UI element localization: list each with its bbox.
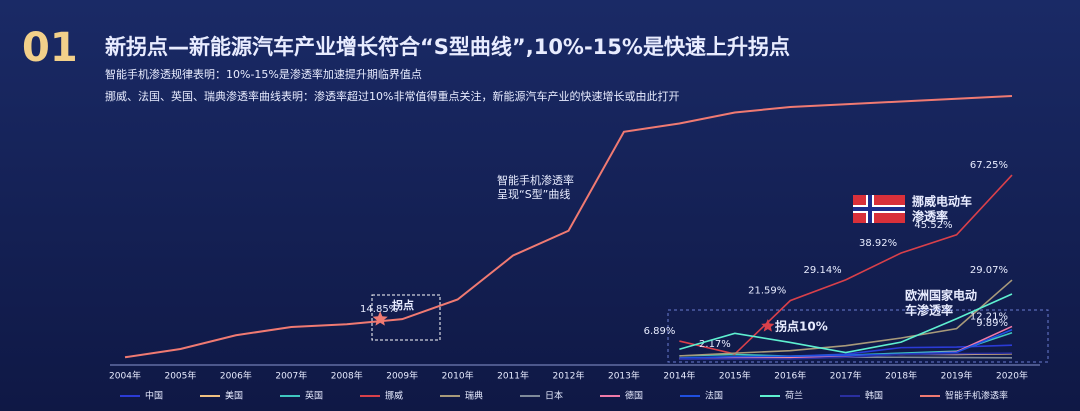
- star-marker: [372, 311, 388, 326]
- x-tick-label: 2010年: [442, 370, 474, 382]
- line: [124, 95, 1013, 359]
- line: [679, 352, 1013, 360]
- x-tick-label: 2011年: [497, 370, 529, 382]
- line: [679, 329, 1013, 359]
- annotation: 渗透率: [912, 209, 948, 224]
- norway-flag: [853, 195, 905, 223]
- annotation: 呈现“S型”曲线: [497, 187, 570, 201]
- line: [679, 293, 1013, 354]
- annotation: 挪威电动车: [912, 194, 972, 209]
- x-tick-label: 2012年: [553, 370, 585, 382]
- legend-label: 智能手机渗透率: [945, 390, 1008, 402]
- value-label: 9.89%: [976, 318, 1008, 329]
- legend-label: 瑞典: [465, 390, 483, 402]
- legend-label: 英国: [305, 390, 323, 402]
- x-tick-label: 2006年: [220, 370, 252, 382]
- legend-label: 荷兰: [785, 390, 803, 402]
- x-tick-label: 2014年: [663, 370, 695, 382]
- annotation: 拐点10%: [775, 319, 828, 334]
- legend-label: 中国: [145, 390, 163, 402]
- value-label: 29.14%: [804, 265, 842, 276]
- x-tick-label: 2009年: [386, 370, 418, 382]
- annotation: 拐点: [392, 298, 414, 312]
- legend-label: 德国: [625, 390, 643, 402]
- value-label: 45.52%: [914, 220, 952, 231]
- value-label: 6.89%: [644, 326, 676, 337]
- line: [679, 174, 1013, 355]
- value-label: 14.85%: [360, 304, 398, 315]
- section-number: 01: [22, 25, 78, 71]
- x-tick-label: 2015年: [719, 370, 751, 382]
- annotation: 车渗透率: [905, 303, 953, 318]
- x-tick-label: 2020年: [996, 370, 1028, 382]
- x-tick-label: 2018年: [885, 370, 917, 382]
- x-tick-label: 2019年: [941, 370, 973, 382]
- subtitle: 挪威、法国、英国、瑞典渗透率曲线表明：渗透率超过10%非常值得重点关注，新能源汽…: [105, 89, 679, 103]
- x-tick-label: 2017年: [830, 370, 862, 382]
- value-label: 67.25%: [970, 160, 1008, 171]
- x-tick-label: 2007年: [275, 370, 307, 382]
- x-tick-label: 2013年: [608, 370, 640, 382]
- line: [679, 279, 1013, 357]
- legend-label: 韩国: [865, 390, 883, 402]
- x-tick-label: 2004年: [109, 370, 141, 382]
- legend-label: 挪威: [385, 390, 403, 402]
- legend-label: 美国: [225, 390, 243, 402]
- star-marker: [761, 319, 775, 332]
- annotation: 欧洲国家电动: [905, 288, 977, 303]
- subtitle: 智能手机渗透规律表明：10%-15%是渗透率加速提升期临界值点: [105, 67, 422, 81]
- x-tick-label: 2016年: [774, 370, 806, 382]
- x-tick-label: 2005年: [164, 370, 196, 382]
- annotation-box: [371, 294, 441, 341]
- value-label: 21.59%: [748, 286, 786, 297]
- annotation: 智能手机渗透率: [497, 173, 574, 187]
- legend-label: 法国: [705, 390, 723, 402]
- chart-title: 新拐点—新能源汽车产业增长符合“S型曲线”,10%-15%是快速上升拐点: [105, 35, 790, 59]
- x-tick-label: 2008年: [331, 370, 363, 382]
- value-label: 38.92%: [859, 238, 897, 249]
- value-label: 12.21%: [970, 311, 1008, 322]
- legend-label: 日本: [545, 390, 563, 402]
- value-label: 2.17%: [699, 339, 731, 350]
- value-label: 29.07%: [970, 265, 1008, 276]
